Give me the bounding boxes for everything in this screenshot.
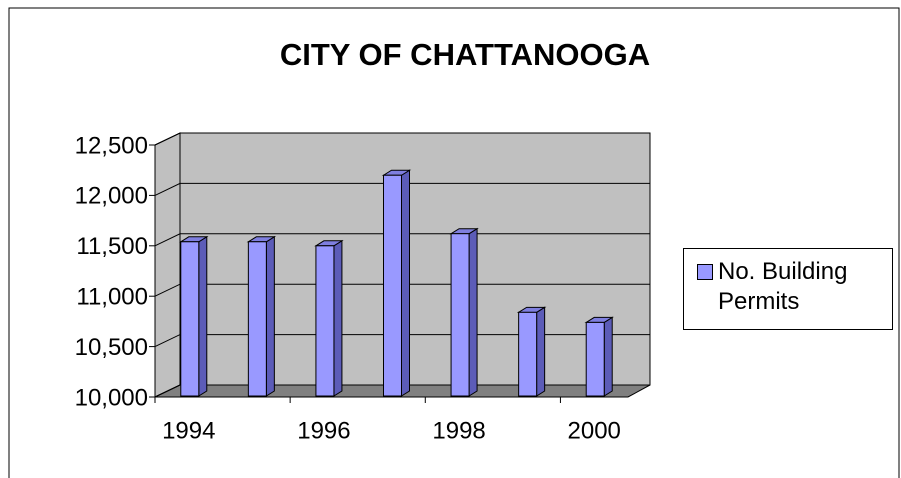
y-tick-label: 11,500 [76,233,148,260]
x-tick-label: 1994 [162,417,215,444]
grid-line [154,334,650,348]
bar-front [585,321,605,397]
bar [314,239,344,397]
legend: No. Building Permits [683,248,893,330]
y-tick-label: 11,000 [76,284,148,311]
x-tick-label: 1998 [432,417,485,444]
bar-front [315,245,335,397]
legend-label: No. Building Permits [718,258,848,315]
bar-side [265,235,275,397]
bar-front [518,311,538,397]
bar-front [180,241,200,397]
grid-line [154,384,650,398]
grid-line [154,233,650,247]
chart-title: CITY OF CHATTANOOGA [280,37,650,72]
bar-side [536,306,546,397]
y-tick-label: 10,000 [75,384,148,411]
bar-front [450,233,470,397]
bar [246,235,277,397]
bar-side [468,227,478,397]
y-tick-label: 12,000 [75,183,148,210]
side-wall [154,132,181,398]
bar-side [603,316,613,397]
bar-side [401,169,410,397]
bar-side [333,239,343,397]
grid-line [154,132,650,146]
y-tick-label: 10,500 [75,334,148,361]
x-tick-label: 2000 [568,417,621,444]
bar-side [198,235,208,397]
bar [179,235,209,397]
grid-line [154,283,650,297]
x-tick-label: 1996 [297,417,350,444]
bar-front [383,174,402,397]
grid-line [154,182,650,196]
bar [584,316,614,397]
bar [381,169,412,397]
bar [449,227,479,397]
bar [516,306,547,397]
y-tick-label: 12,500 [75,132,148,159]
bar-front [247,241,267,397]
legend-swatch [697,264,713,280]
